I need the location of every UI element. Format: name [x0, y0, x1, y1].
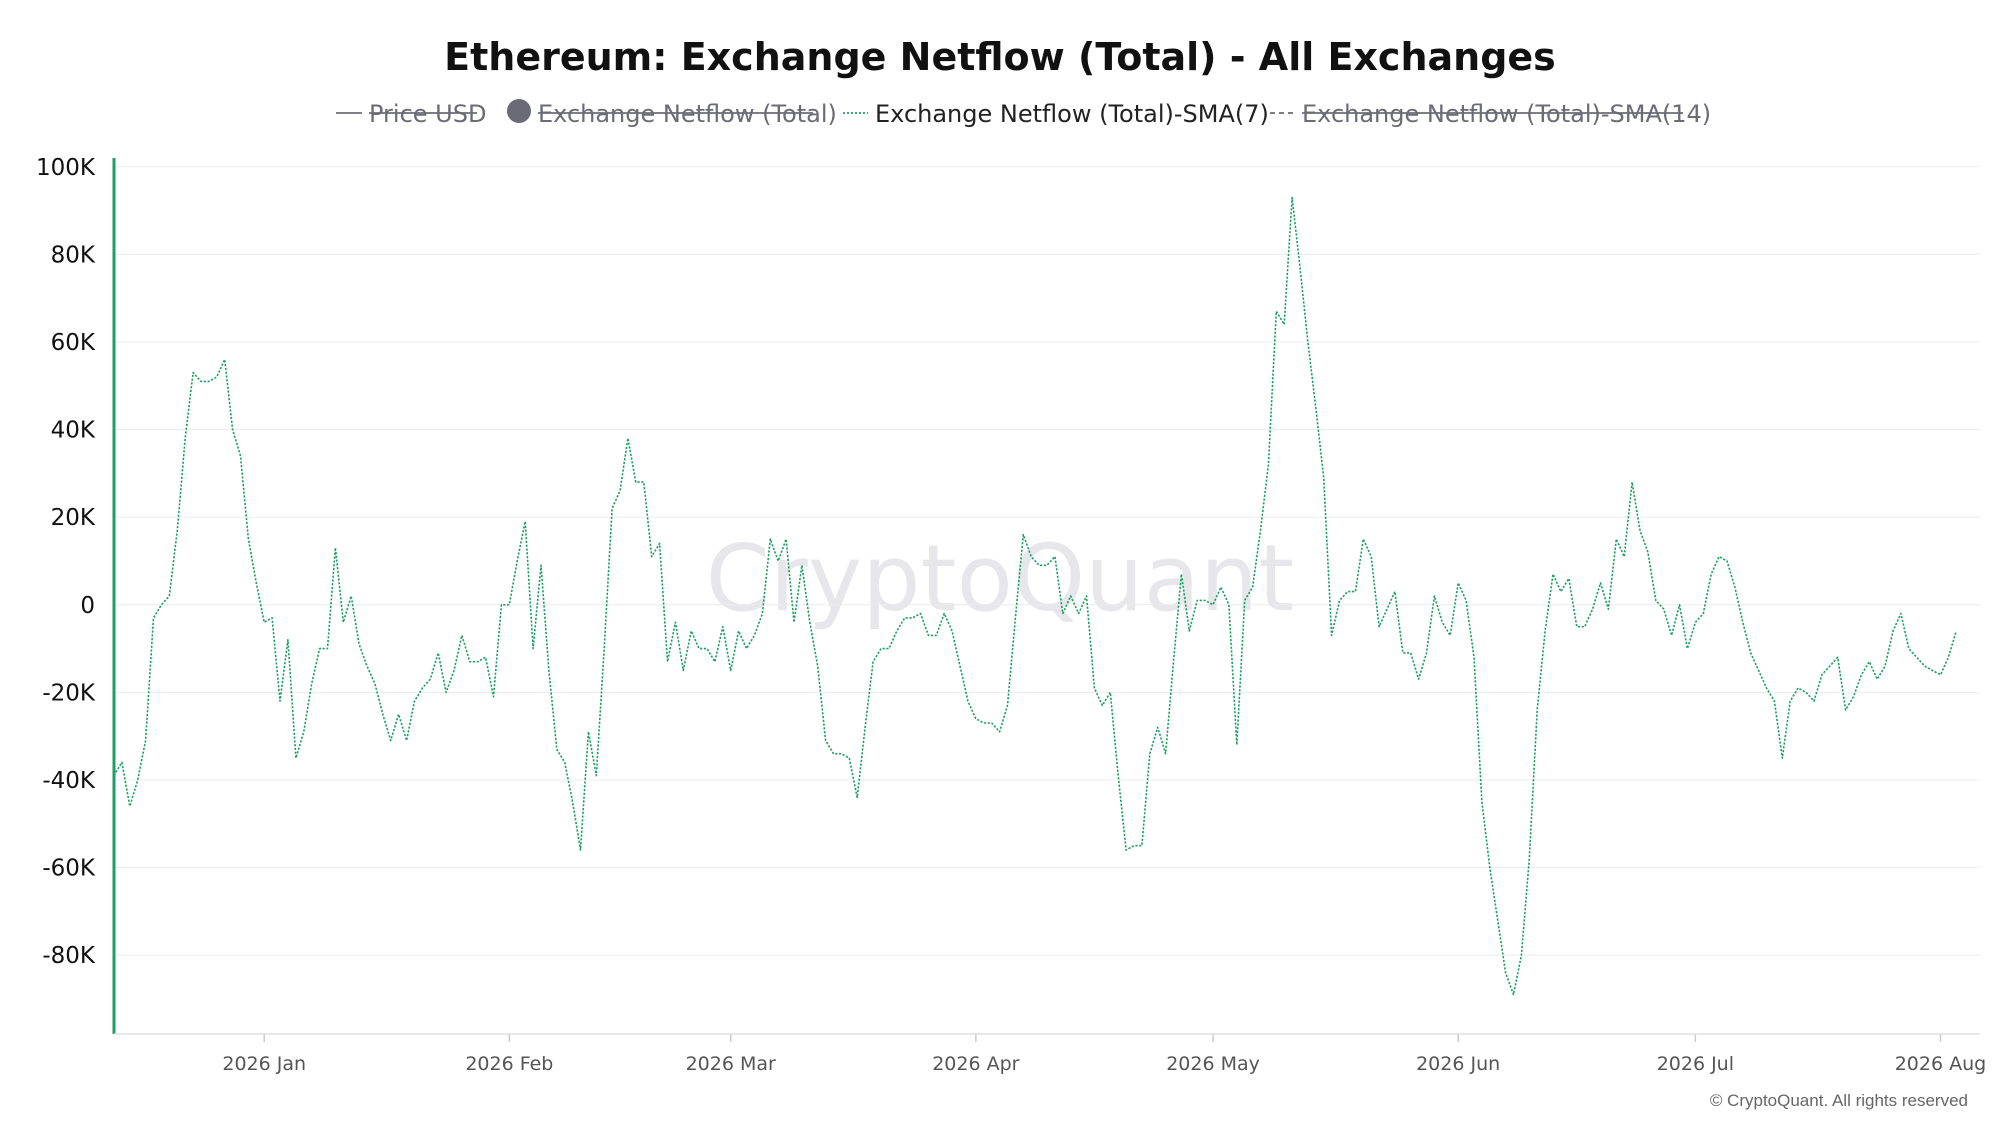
- y-tick-label: 80K: [51, 242, 96, 268]
- y-tick-label: 100K: [36, 155, 96, 181]
- x-tick-label: 2026 Feb: [465, 1053, 553, 1075]
- legend-label-price-usd: Price USD: [369, 100, 486, 128]
- legend-label-exchange-netflow-sma14: Exchange Netflow (Total)-SMA(14): [1302, 100, 1711, 128]
- legend-item-exchange-netflow-sma7[interactable]: Exchange Netflow (Total)-SMA(7): [843, 100, 1269, 128]
- y-tick-label: 40K: [51, 418, 96, 444]
- x-axis-ticks: 2026 Jan 2026 Feb 2026 Mar 2026 Apr 2026 May…: [222, 1034, 1986, 1075]
- copyright-credit: © CryptoQuant. All rights reserved: [1710, 1091, 1968, 1110]
- y-tick-label: 60K: [51, 330, 96, 356]
- y-gridlines: [114, 166, 1980, 956]
- legend-item-exchange-netflow-sma14[interactable]: Exchange Netflow (Total)-SMA(14): [1270, 100, 1711, 128]
- y-tick-label: 20K: [51, 505, 96, 531]
- series-layer: [113, 196, 1958, 996]
- legend-item-price-usd[interactable]: Price USD: [336, 100, 486, 128]
- y-tick-label: -40K: [42, 768, 96, 794]
- y-tick-label: -80K: [42, 943, 96, 969]
- y-axis-ticks: 100K 80K 60K 40K 20K 0 -20K -40K -60K -80K: [36, 155, 96, 969]
- series-line-sma7: [113, 196, 1958, 996]
- y-tick-label: 0: [80, 593, 95, 619]
- legend-label-exchange-netflow-total: Exchange Netflow (Total): [538, 100, 837, 128]
- x-tick-label: 2026 Apr: [932, 1053, 1019, 1075]
- chart-legend: Price USD Exchange Netflow (Total) Excha…: [336, 99, 1711, 128]
- x-tick-label: 2026 Jan: [222, 1053, 306, 1075]
- legend-label-exchange-netflow-sma7: Exchange Netflow (Total)-SMA(7): [875, 100, 1269, 128]
- x-tick-label: 2026 Aug: [1895, 1053, 1987, 1075]
- x-tick-label: 2026 Jul: [1657, 1053, 1734, 1075]
- x-tick-label: 2026 May: [1166, 1053, 1260, 1075]
- chart-title: Ethereum: Exchange Netflow (Total) - All…: [444, 35, 1556, 79]
- y-tick-label: -60K: [42, 856, 96, 882]
- x-tick-label: 2026 Mar: [686, 1053, 776, 1075]
- legend-item-exchange-netflow-total[interactable]: Exchange Netflow (Total): [507, 99, 837, 128]
- x-tick-label: 2026 Jun: [1416, 1053, 1500, 1075]
- y-tick-label: -20K: [42, 680, 96, 706]
- legend-circle-marker: [507, 99, 531, 123]
